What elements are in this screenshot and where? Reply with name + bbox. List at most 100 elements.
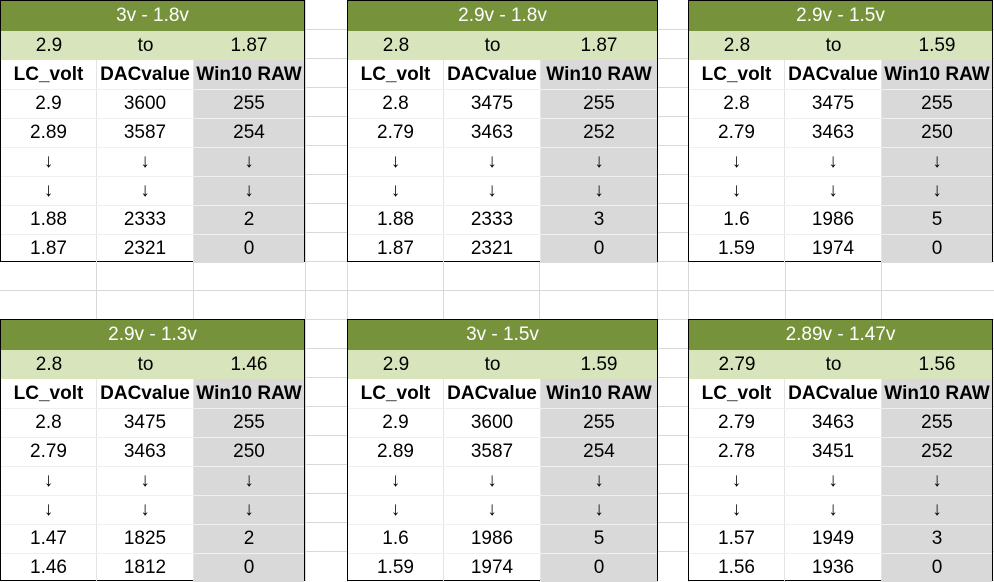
cell-lc-volt[interactable]: 1.57 — [689, 525, 785, 553]
cell-lc-volt[interactable]: 1.46 — [1, 554, 97, 582]
cell-win10-raw[interactable]: 250 — [882, 119, 992, 147]
range-from[interactable]: 2.9 — [35, 34, 63, 56]
down-arrow-icon[interactable]: ↓ — [1, 148, 97, 176]
cell-dac-value[interactable]: 3600 — [444, 409, 541, 437]
range-to[interactable]: 1.59 — [918, 34, 956, 56]
cell-dac-value[interactable]: 3463 — [785, 409, 882, 437]
cell-lc-volt[interactable]: 2.8 — [689, 90, 785, 118]
cell-win10-raw[interactable]: 254 — [541, 438, 657, 466]
down-arrow-icon[interactable]: ↓ — [194, 496, 304, 524]
range-from[interactable]: 2.8 — [723, 34, 751, 56]
down-arrow-icon[interactable]: ↓ — [444, 148, 541, 176]
down-arrow-icon[interactable]: ↓ — [785, 496, 882, 524]
cell-win10-raw[interactable]: 0 — [882, 235, 992, 263]
down-arrow-icon[interactable]: ↓ — [689, 467, 785, 495]
down-arrow-icon[interactable]: ↓ — [1, 177, 97, 205]
header-lc-volt[interactable]: LC_volt — [348, 60, 444, 89]
down-arrow-icon[interactable]: ↓ — [541, 496, 657, 524]
range-to[interactable]: 1.56 — [918, 353, 956, 375]
cell-win10-raw[interactable]: 0 — [194, 554, 304, 582]
down-arrow-icon[interactable]: ↓ — [194, 177, 304, 205]
range-from[interactable]: 2.79 — [718, 353, 756, 375]
range-to[interactable]: 1.46 — [230, 353, 268, 375]
cell-dac-value[interactable]: 3475 — [444, 90, 541, 118]
range-from[interactable]: 2.9 — [382, 353, 410, 375]
cell-dac-value[interactable]: 3600 — [97, 90, 194, 118]
cell-dac-value[interactable]: 3475 — [785, 90, 882, 118]
header-win10-raw[interactable]: Win10 RAW — [541, 60, 657, 89]
cell-lc-volt[interactable]: 1.59 — [689, 235, 785, 263]
cell-win10-raw[interactable]: 2 — [194, 525, 304, 553]
cell-dac-value[interactable]: 1936 — [785, 554, 882, 582]
down-arrow-icon[interactable]: ↓ — [882, 148, 992, 176]
down-arrow-icon[interactable]: ↓ — [882, 496, 992, 524]
cell-dac-value[interactable]: 1986 — [444, 525, 541, 553]
cell-dac-value[interactable]: 1974 — [444, 554, 541, 582]
down-arrow-icon[interactable]: ↓ — [689, 148, 785, 176]
cell-dac-value[interactable]: 1825 — [97, 525, 194, 553]
cell-win10-raw[interactable]: 255 — [882, 409, 992, 437]
range-to-label[interactable]: to — [137, 353, 154, 375]
cell-lc-volt[interactable]: 1.6 — [689, 206, 785, 234]
cell-win10-raw[interactable]: 5 — [882, 206, 992, 234]
down-arrow-icon[interactable]: ↓ — [689, 177, 785, 205]
down-arrow-icon[interactable]: ↓ — [194, 148, 304, 176]
range-to[interactable]: 1.87 — [230, 34, 268, 56]
cell-lc-volt[interactable]: 2.9 — [348, 409, 444, 437]
cell-dac-value[interactable]: 2333 — [97, 206, 194, 234]
cell-dac-value[interactable]: 2321 — [97, 235, 194, 263]
cell-win10-raw[interactable]: 252 — [541, 119, 657, 147]
down-arrow-icon[interactable]: ↓ — [541, 467, 657, 495]
range-to-label[interactable]: to — [484, 34, 501, 56]
cell-dac-value[interactable]: 3475 — [97, 409, 194, 437]
header-win10-raw[interactable]: Win10 RAW — [194, 60, 304, 89]
cell-win10-raw[interactable]: 255 — [194, 409, 304, 437]
cell-dac-value[interactable]: 3463 — [444, 119, 541, 147]
cell-dac-value[interactable]: 3587 — [97, 119, 194, 147]
cell-win10-raw[interactable]: 254 — [194, 119, 304, 147]
cell-lc-volt[interactable]: 2.79 — [689, 409, 785, 437]
cell-lc-volt[interactable]: 1.56 — [689, 554, 785, 582]
header-win10-raw[interactable]: Win10 RAW — [882, 60, 992, 89]
cell-lc-volt[interactable]: 1.59 — [348, 554, 444, 582]
down-arrow-icon[interactable]: ↓ — [348, 467, 444, 495]
cell-win10-raw[interactable]: 3 — [541, 206, 657, 234]
cell-lc-volt[interactable]: 2.79 — [348, 119, 444, 147]
header-win10-raw[interactable]: Win10 RAW — [541, 379, 657, 408]
down-arrow-icon[interactable]: ↓ — [97, 467, 194, 495]
cell-dac-value[interactable]: 1974 — [785, 235, 882, 263]
down-arrow-icon[interactable]: ↓ — [882, 177, 992, 205]
cell-win10-raw[interactable]: 255 — [541, 90, 657, 118]
cell-win10-raw[interactable]: 5 — [541, 525, 657, 553]
cell-win10-raw[interactable]: 255 — [194, 90, 304, 118]
down-arrow-icon[interactable]: ↓ — [444, 177, 541, 205]
down-arrow-icon[interactable]: ↓ — [348, 148, 444, 176]
cell-dac-value[interactable]: 3587 — [444, 438, 541, 466]
cell-lc-volt[interactable]: 2.8 — [1, 409, 97, 437]
header-lc-volt[interactable]: LC_volt — [348, 379, 444, 408]
cell-lc-volt[interactable]: 2.8 — [348, 90, 444, 118]
cell-dac-value[interactable]: 2333 — [444, 206, 541, 234]
cell-lc-volt[interactable]: 2.89 — [1, 119, 97, 147]
down-arrow-icon[interactable]: ↓ — [1, 467, 97, 495]
down-arrow-icon[interactable]: ↓ — [194, 467, 304, 495]
cell-win10-raw[interactable]: 255 — [541, 409, 657, 437]
cell-lc-volt[interactable]: 2.89 — [348, 438, 444, 466]
down-arrow-icon[interactable]: ↓ — [348, 177, 444, 205]
cell-win10-raw[interactable]: 250 — [194, 438, 304, 466]
range-to-label[interactable]: to — [484, 353, 501, 375]
cell-lc-volt[interactable]: 2.78 — [689, 438, 785, 466]
header-lc-volt[interactable]: LC_volt — [1, 60, 97, 89]
cell-dac-value[interactable]: 1812 — [97, 554, 194, 582]
header-dac-value[interactable]: DACvalue — [97, 379, 194, 408]
down-arrow-icon[interactable]: ↓ — [1, 496, 97, 524]
cell-dac-value[interactable]: 3463 — [785, 119, 882, 147]
cell-lc-volt[interactable]: 1.87 — [348, 235, 444, 263]
down-arrow-icon[interactable]: ↓ — [541, 177, 657, 205]
header-dac-value[interactable]: DACvalue — [444, 379, 541, 408]
cell-win10-raw[interactable]: 2 — [194, 206, 304, 234]
cell-win10-raw[interactable]: 0 — [882, 554, 992, 582]
down-arrow-icon[interactable]: ↓ — [97, 496, 194, 524]
cell-lc-volt[interactable]: 1.88 — [348, 206, 444, 234]
header-dac-value[interactable]: DACvalue — [785, 379, 882, 408]
